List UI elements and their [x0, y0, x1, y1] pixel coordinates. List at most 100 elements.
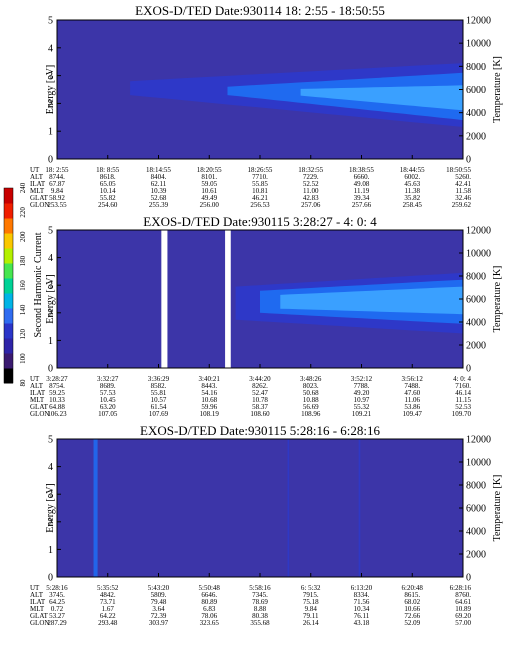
table-cell: 3:40:21	[199, 375, 221, 383]
table-cell: 323.65	[200, 619, 220, 627]
table-cell: 52.68	[151, 194, 167, 202]
table-row-label: MLT	[30, 396, 45, 404]
table-cell: 76.11	[354, 612, 370, 620]
table-cell: 10.45	[100, 396, 116, 404]
y2-tick-label: 0	[466, 364, 471, 375]
y-tick-label: 2	[48, 517, 53, 528]
y2-tick-label: 10000	[466, 458, 491, 469]
table-cell: 5:28:16	[46, 584, 68, 592]
table-cell: 5809.	[151, 591, 167, 599]
table-cell: 63.20	[100, 403, 116, 411]
table-cell: 18:26:55	[248, 166, 273, 174]
table-cell: 79.48	[151, 598, 167, 606]
table-cell: 39.34	[354, 194, 370, 202]
table-cell: 9.84	[51, 187, 64, 195]
table-row-label: GLON	[30, 201, 49, 209]
table-row-label: UT	[30, 584, 40, 592]
table-cell: 7915.	[303, 591, 319, 599]
table-cell: 11.06	[405, 396, 421, 404]
table-row-label: GLAT	[30, 612, 49, 620]
y2-axis-label: Temperature [K]	[492, 266, 503, 333]
chart-title: EXOS-D/TED Date:930115 3:28:27 - 4: 0: 4	[143, 214, 377, 229]
colorbar-tick-label: 180	[19, 255, 27, 266]
table-cell: 55.32	[354, 403, 370, 411]
table-cell: 47.60	[404, 389, 420, 397]
table-cell: 5:50:48	[199, 584, 221, 592]
table-cell: 61.54	[151, 403, 167, 411]
table-cell: 10.61	[201, 187, 217, 195]
panel-2: EXOS-D/TED Date:930115 3:28:27 - 4: 0: 4…	[30, 214, 503, 418]
table-cell: 52.52	[303, 180, 319, 188]
y-tick-label: 0	[48, 364, 53, 375]
heatmap-spike	[93, 439, 98, 577]
table-cell: 64.22	[100, 612, 116, 620]
y2-tick-label: 6000	[466, 504, 486, 515]
y-tick-label: 2	[48, 99, 53, 110]
table-cell: 57.53	[100, 389, 116, 397]
table-cell: 18: 2:55	[45, 166, 69, 174]
colorbar-segment	[4, 293, 13, 309]
table-row-label: UT	[30, 375, 40, 383]
table-cell: 46.21	[252, 194, 268, 202]
table-cell: 106.23	[47, 410, 67, 418]
table-cell: 42.83	[303, 194, 319, 202]
table-cell: 59.25	[49, 389, 65, 397]
table-cell: 8101.	[201, 173, 217, 181]
table-cell: 80.38	[252, 612, 268, 620]
table-cell: 8404.	[151, 173, 167, 181]
y-tick-label: 5	[48, 226, 53, 237]
table-cell: 26.14	[303, 619, 319, 627]
table-cell: 11.58	[456, 187, 472, 195]
table-cell: 109.70	[452, 410, 472, 418]
y-axis-label: Energy [eV]	[45, 483, 56, 533]
table-cell: 10.68	[201, 396, 217, 404]
table-cell: 4: 0: 4	[453, 375, 471, 383]
panel-3: EXOS-D/TED Date:930115 5:28:16 - 6:28:16…	[30, 423, 503, 627]
table-cell: 293.48	[98, 619, 118, 627]
table-row-label: ILAT	[30, 389, 46, 397]
table-cell: 18:32:55	[298, 166, 323, 174]
heatmap-band-high	[280, 286, 463, 315]
table-cell: 8582.	[151, 382, 167, 390]
table-cell: 64.61	[455, 598, 471, 606]
table-cell: 9.84	[305, 605, 318, 613]
table-cell: 49.20	[354, 389, 370, 397]
y-tick-label: 1	[48, 127, 53, 138]
colorbar-segment	[4, 203, 13, 219]
y-tick-label: 2	[48, 308, 53, 319]
y2-axis-label: Temperature [K]	[492, 56, 503, 123]
table-cell: 10.78	[252, 396, 268, 404]
table-cell: 64.25	[49, 598, 65, 606]
data-gap	[225, 229, 231, 369]
y-tick-label: 1	[48, 336, 53, 347]
table-cell: 8760.	[455, 591, 471, 599]
table-cell: 43.18	[354, 619, 370, 627]
y-tick-label: 1	[48, 545, 53, 556]
y2-tick-label: 8000	[466, 62, 486, 73]
table-cell: 11.15	[456, 396, 472, 404]
y2-tick-label: 6000	[466, 295, 486, 306]
table-cell: 303.97	[149, 619, 169, 627]
y-axis-label: Energy [eV]	[45, 274, 56, 324]
table-cell: 32.46	[455, 194, 471, 202]
table-cell: 256.00	[200, 201, 220, 209]
y2-tick-label: 6000	[466, 85, 486, 96]
table-cell: 10.33	[49, 396, 65, 404]
colorbar-segment	[4, 248, 13, 264]
table-cell: 108.96	[301, 410, 321, 418]
y2-tick-label: 0	[466, 573, 471, 584]
colorbar-segment	[4, 323, 13, 339]
table-cell: 10.97	[354, 396, 370, 404]
table-cell: 73.71	[100, 598, 116, 606]
table-cell: 72.39	[151, 612, 167, 620]
table-cell: 10.39	[151, 187, 167, 195]
colorbar-tick-label: 100	[19, 353, 27, 364]
table-cell: 6646.	[201, 591, 217, 599]
heatmap-band-high	[300, 85, 463, 111]
y-tick-label: 3	[48, 71, 53, 82]
table-cell: 11.19	[354, 187, 370, 195]
table-row-label: ALT	[30, 382, 44, 390]
colorbar-tick-label: 200	[19, 231, 27, 242]
colorbar-segment	[4, 338, 13, 354]
